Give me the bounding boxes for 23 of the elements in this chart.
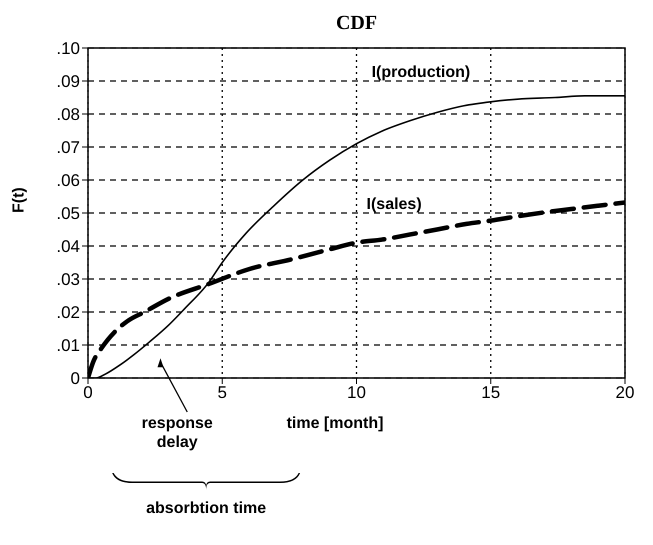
y-tick-label: .07 bbox=[56, 138, 80, 158]
chart-title: CDF bbox=[334, 12, 378, 35]
y-tick-label: .08 bbox=[56, 105, 80, 124]
x-tick-label: 5 bbox=[218, 383, 227, 402]
y-tick-label: .09 bbox=[56, 72, 80, 92]
text: absorbtion time bbox=[146, 500, 266, 517]
x-tick-label: 0 bbox=[83, 383, 93, 402]
y-axis-title: F(t) bbox=[10, 187, 28, 213]
y-tick-label: .06 bbox=[56, 171, 80, 190]
x-tick-label: 20 bbox=[616, 383, 634, 402]
x-axis-title: time [month] bbox=[286, 415, 384, 432]
y-tick-label: .05 bbox=[56, 204, 80, 224]
x-tick-label: 15 bbox=[481, 383, 500, 402]
series-label: I(sales) bbox=[366, 196, 422, 213]
x-tick-label: 10 bbox=[347, 383, 366, 402]
y-tick-label: .01 bbox=[56, 336, 80, 356]
y-tick-label: .03 bbox=[56, 270, 80, 290]
y-tick-label: 0 bbox=[70, 369, 80, 388]
text: response delay bbox=[142, 415, 213, 451]
y-tick-label: .04 bbox=[56, 237, 80, 256]
y-tick-label: .10 bbox=[56, 39, 80, 58]
y-tick-label: .02 bbox=[56, 303, 80, 322]
series-label: I(production) bbox=[372, 64, 470, 81]
